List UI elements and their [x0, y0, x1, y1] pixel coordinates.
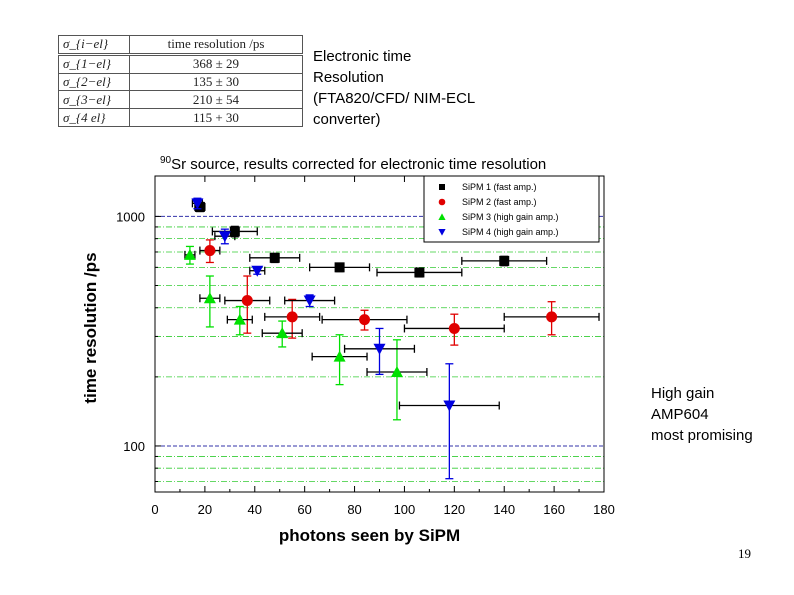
data-point: [443, 400, 456, 412]
data-point: [269, 252, 280, 263]
source-note-text: Sr source, results corrected for electro…: [171, 156, 547, 173]
data-point: [194, 201, 205, 212]
electronic-note-line: (FTA820/CFD/ NIM-ECL: [313, 90, 476, 107]
data-point: [439, 184, 445, 190]
table-cell-value: 115 + 30: [129, 108, 303, 127]
x-tick-label: 140: [493, 502, 515, 517]
electronic-note-line: Resolution: [313, 69, 384, 86]
table-row: σ_{2−el} 135 ± 30: [58, 72, 303, 92]
x-tick-label: 0: [151, 502, 158, 517]
table-cell-symbol: σ_{2−el}: [58, 72, 130, 92]
gain-note-line: High gain: [651, 385, 715, 402]
y-tick-label: 100: [123, 439, 145, 454]
data-point: [448, 322, 460, 334]
data-point: [233, 313, 246, 325]
legend-label: SiPM 2 (fast amp.): [462, 197, 537, 207]
data-point: [204, 245, 216, 257]
electronic-note: Electronic time Resolution (FTA820/CFD/ …: [313, 46, 475, 130]
data-point: [229, 226, 240, 237]
electronic-note-line: Electronic time: [313, 48, 412, 65]
data-point: [276, 327, 289, 339]
data-point: [546, 311, 558, 323]
legend-label: SiPM 3 (high gain amp.): [462, 212, 559, 222]
electronic-note-line: converter): [313, 111, 381, 128]
data-point: [203, 292, 216, 304]
data-point: [191, 198, 204, 210]
y-tick-label: 1000: [116, 209, 145, 224]
data-point: [183, 248, 196, 260]
data-point: [334, 262, 345, 273]
table-header-row: σ_{i−el} time resolution /ps: [58, 35, 303, 56]
gain-note-line: AMP604: [651, 406, 709, 423]
isotope-mass-number: 90: [160, 155, 172, 166]
y-axis-title: time resolution /ps: [81, 252, 100, 403]
data-point: [438, 229, 446, 236]
data-point: [286, 311, 298, 323]
table-cell-value: 368 ± 29: [129, 53, 303, 74]
legend-label: SiPM 4 (high gain amp.): [462, 227, 559, 237]
resolution-table-body: σ_{i−el} time resolution /ps σ_{1−el} 368 ±…: [58, 35, 303, 127]
table-cell-value: time resolution /ps: [129, 35, 303, 56]
legend-frame: [423, 175, 600, 243]
data-point: [333, 350, 346, 362]
data-point: [438, 198, 446, 206]
data-point: [499, 255, 510, 266]
source-note: 90Sr source, results corrected for elect…: [160, 150, 580, 175]
table-row: σ_{4 el} 115 + 30: [58, 108, 303, 127]
series: [194, 201, 548, 278]
series: [191, 197, 500, 480]
data-point: [438, 213, 446, 221]
data-point: [218, 231, 231, 243]
x-tick-label: 20: [198, 502, 212, 517]
x-tick-label: 60: [297, 502, 311, 517]
table-row: σ_{1−el} 368 ± 29: [58, 53, 303, 74]
data-point: [390, 365, 403, 377]
series: [183, 245, 428, 421]
resolution-table: σ_{i−el} time resolution /ps σ_{1−el} 368 ±…: [58, 35, 303, 127]
page-number: 19: [738, 546, 751, 561]
table-cell-symbol: σ_{1−el}: [58, 53, 130, 74]
series: [199, 239, 600, 346]
x-tick-label: 100: [394, 502, 416, 517]
data-point: [303, 295, 316, 307]
x-tick-label: 40: [248, 502, 262, 517]
x-axis-title: photons seen by SiPM: [279, 526, 460, 545]
x-tick-label: 180: [593, 502, 615, 517]
legend-label: SiPM 1 (fast amp.): [462, 182, 537, 192]
x-tick-label: 160: [543, 502, 565, 517]
data-point: [373, 343, 386, 355]
data-point: [251, 265, 264, 277]
legend: SiPM 1 (fast amp.) SiPM 2 (fast amp.) SiPM…: [423, 175, 600, 243]
x-tick-label: 80: [347, 502, 361, 517]
data-point: [414, 267, 425, 278]
gain-note-line: most promising: [651, 427, 753, 444]
x-tick-label: 120: [443, 502, 465, 517]
data-point: [359, 314, 371, 326]
data-point: [241, 295, 253, 307]
gain-note: High gain AMP604 most promising: [651, 383, 753, 446]
table-cell-symbol: σ_{i−el}: [58, 35, 130, 56]
